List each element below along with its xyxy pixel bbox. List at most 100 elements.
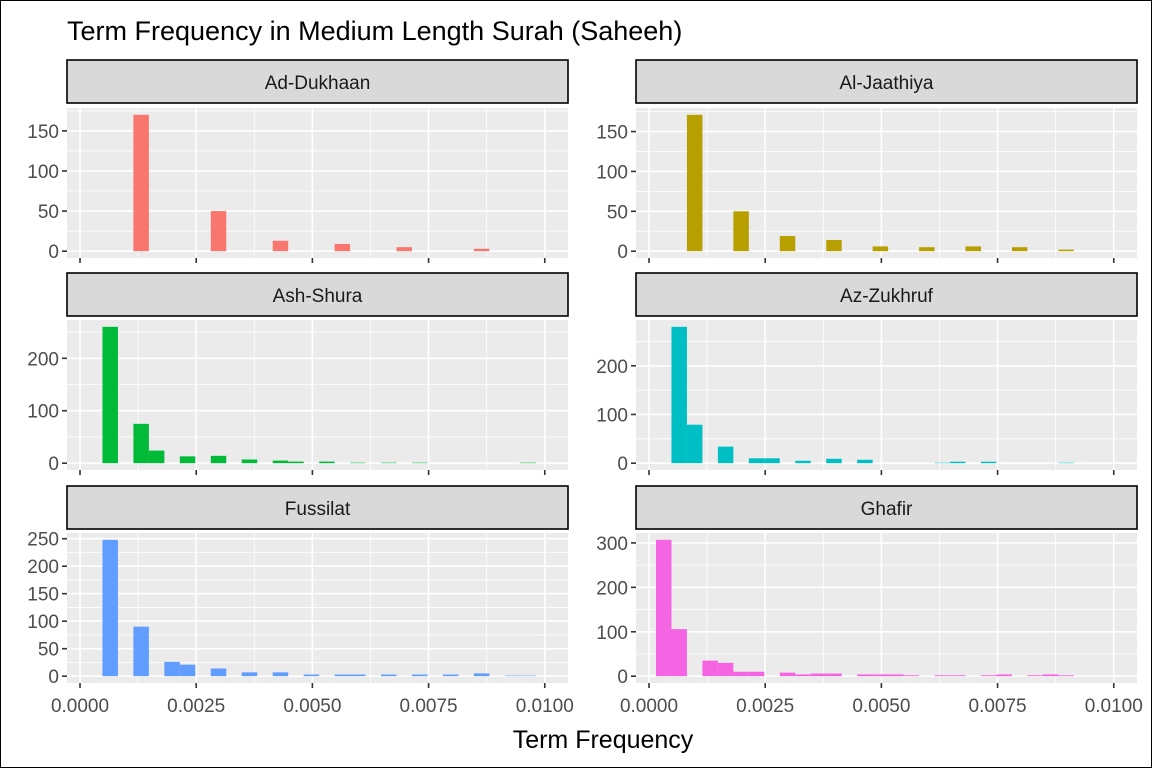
y-tick-label: 300 [596,534,628,555]
y-tick-label: 50 [607,202,628,223]
histogram-bar [980,675,997,677]
y-tick-label: 100 [596,162,628,183]
histogram-bar [520,462,536,464]
facet-strip [66,485,569,530]
histogram-bar [102,539,118,677]
histogram-bar [764,458,780,464]
x-tick-label: 0.0075 [969,696,1027,717]
histogram-bar [504,675,521,677]
histogram-bar [319,461,335,464]
histogram-bar [733,671,749,677]
histogram-bar [288,461,304,464]
histogram-bar [733,211,749,252]
y-tick-label: 50 [38,640,59,661]
panel-background [636,533,1137,683]
histogram-bar [241,672,258,677]
histogram-bar [179,664,196,677]
histogram-bar [903,675,920,677]
histogram-bar [381,462,397,464]
x-tick-label: 0.0050 [283,696,341,717]
y-tick-label: 100 [596,623,628,644]
y-tick-label: 0 [48,454,59,475]
histogram-bar [102,326,118,464]
histogram-bar [473,673,490,677]
histogram-bar [702,660,718,677]
y-tick-label: 0 [617,667,628,688]
y-tick-label: 200 [596,578,628,599]
histogram-bar [381,674,397,677]
chart-title: Term Frequency in Medium Length Surah (S… [67,16,682,46]
histogram-bar [826,240,842,252]
histogram-bar [396,247,412,252]
facet-strip-label: Ad-Dukhaan [265,73,371,94]
facet-strip-label: Fussilat [285,499,351,520]
histogram-bar [148,450,165,464]
x-axis-title: Term Frequency [513,726,694,754]
x-tick-label: 0.0025 [736,696,794,717]
panel-background [67,108,568,258]
panel-background [636,108,1137,258]
histogram-bar [717,662,734,677]
histogram-bar [748,458,765,464]
histogram-bar [857,459,873,464]
x-tick-label: 0.0100 [516,696,574,717]
histogram-bar [133,423,149,464]
facet-strip-label: Ash-Shura [273,286,363,307]
facet-panel-al-jaathiya: Al-Jaathiya 0 50 100 150 [596,59,1138,263]
x-tick-label: 0.0100 [1085,696,1143,717]
facet-strip [635,272,1138,317]
histogram-bar [210,211,227,252]
facet-panel-fussilat: Fussilat 0 50 100 150 200 250 0.0000 0.0025 0.005… [27,485,574,717]
histogram-bar [795,460,811,464]
y-tick-label: 150 [27,585,59,606]
histogram-bar [779,672,796,677]
histogram-bar [857,674,873,677]
histogram-bar [334,243,351,252]
facet-panel-ghafir: Ghafir 0 100 200 300 0.0000 0.0025 0.0050 0.0075… [596,485,1143,717]
y-tick-label: 100 [27,612,59,633]
y-tick-label: 200 [596,357,628,378]
facet-strip-label: Ghafir [861,499,913,520]
y-tick-label: 100 [27,402,59,423]
histogram-bar [671,326,687,464]
histogram-bar [748,671,765,677]
histogram-bar [179,456,196,464]
y-tick-label: 100 [27,162,59,183]
histogram-bar [1058,675,1074,677]
histogram-bar [272,460,289,464]
x-tick-label: 0.0000 [51,696,109,717]
histogram-bar [810,673,827,677]
panel-background [67,320,568,470]
histogram-bar [655,539,672,677]
histogram-bar [934,675,951,677]
histogram-bar [411,674,428,677]
facet-strip-label: Al-Jaathiya [840,73,934,94]
facet-strip [66,59,569,104]
histogram-bar [442,674,459,677]
histogram-bar [1058,249,1074,252]
histogram-bar [1042,674,1059,677]
histogram-bar [686,114,703,252]
histogram-bar [272,240,289,252]
y-tick-label: 200 [27,557,59,578]
histogram-bar [795,674,811,677]
histogram-bar [520,675,536,677]
y-tick-label: 0 [48,242,59,263]
x-tick-label: 0.0000 [620,696,678,717]
histogram-bar [872,246,889,252]
histogram-bar [350,462,366,464]
histogram-bar [671,629,687,677]
histogram-bar [334,674,351,677]
histogram-bar [210,455,227,464]
facet-strip [635,485,1138,530]
y-tick-label: 50 [38,202,59,223]
histogram-bar [950,461,966,464]
histogram-bar [950,675,966,677]
histogram-bar [1027,675,1043,677]
x-tick-label: 0.0075 [400,696,458,717]
y-tick-label: 0 [617,454,628,475]
facet-strip-label: Az-Zukhruf [840,286,934,307]
histogram-bar [888,674,904,677]
histogram-bar [826,673,842,677]
